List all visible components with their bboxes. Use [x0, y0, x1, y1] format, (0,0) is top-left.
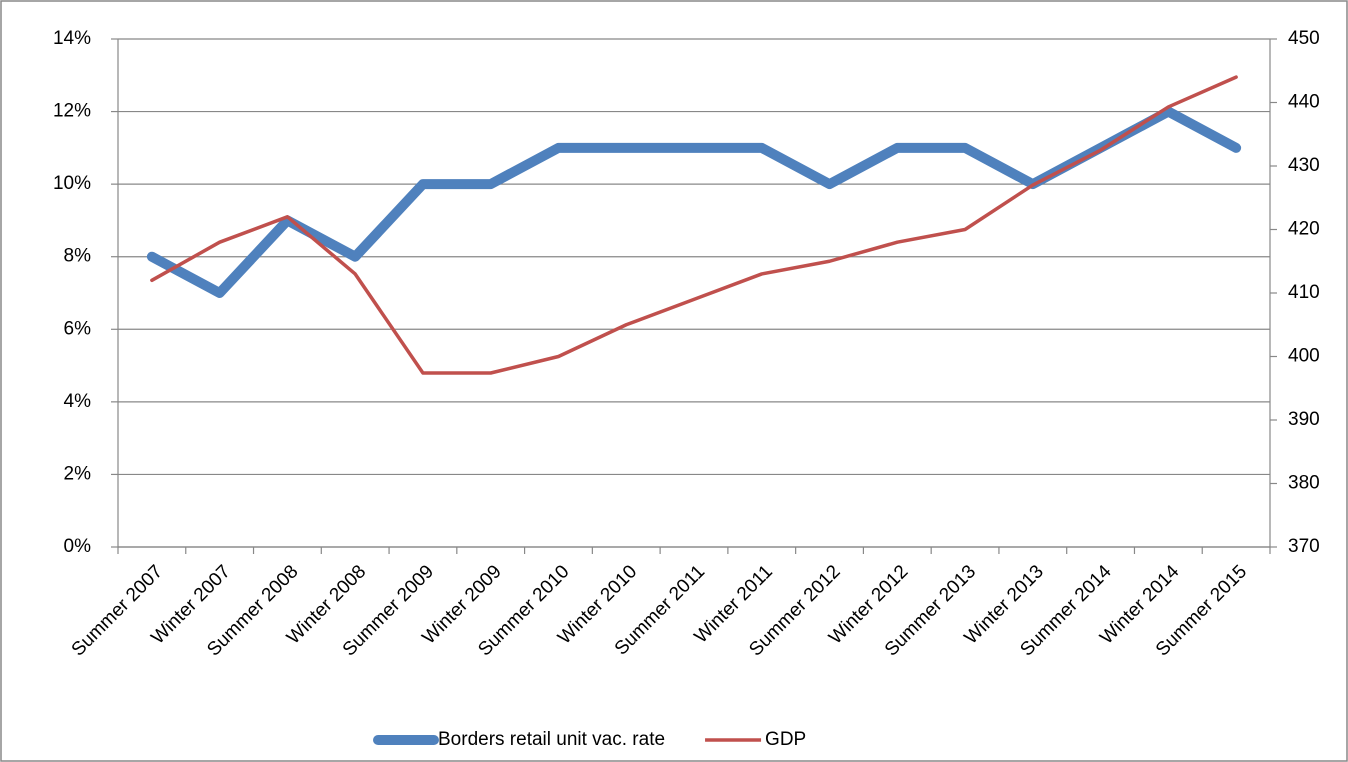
y2-tick-label: 430 — [1288, 155, 1320, 176]
y-tick-label: 10% — [53, 173, 91, 194]
legend-label: GDP — [765, 729, 806, 750]
y2-tick-label: 380 — [1288, 473, 1320, 494]
y-tick-label: 8% — [64, 246, 92, 267]
series-line — [150, 75, 1238, 375]
legend-label: Borders retail unit vac. rate — [438, 729, 665, 750]
y2-tick-label: 420 — [1288, 219, 1320, 240]
y-tick-label: 0% — [64, 536, 92, 557]
y-tick-label: 6% — [64, 318, 92, 339]
y2-tick-label: 410 — [1288, 282, 1320, 303]
y-tick-label: 2% — [64, 463, 92, 484]
y-tick-label: 12% — [53, 101, 91, 122]
y2-tick-label: 440 — [1288, 92, 1320, 113]
y2-tick-label: 450 — [1288, 28, 1320, 49]
y2-tick-label: 400 — [1288, 346, 1320, 367]
y-tick-label: 14% — [53, 28, 91, 49]
y-tick-label: 4% — [64, 391, 92, 412]
y2-tick-label: 370 — [1288, 536, 1320, 557]
y2-tick-label: 390 — [1288, 409, 1320, 430]
